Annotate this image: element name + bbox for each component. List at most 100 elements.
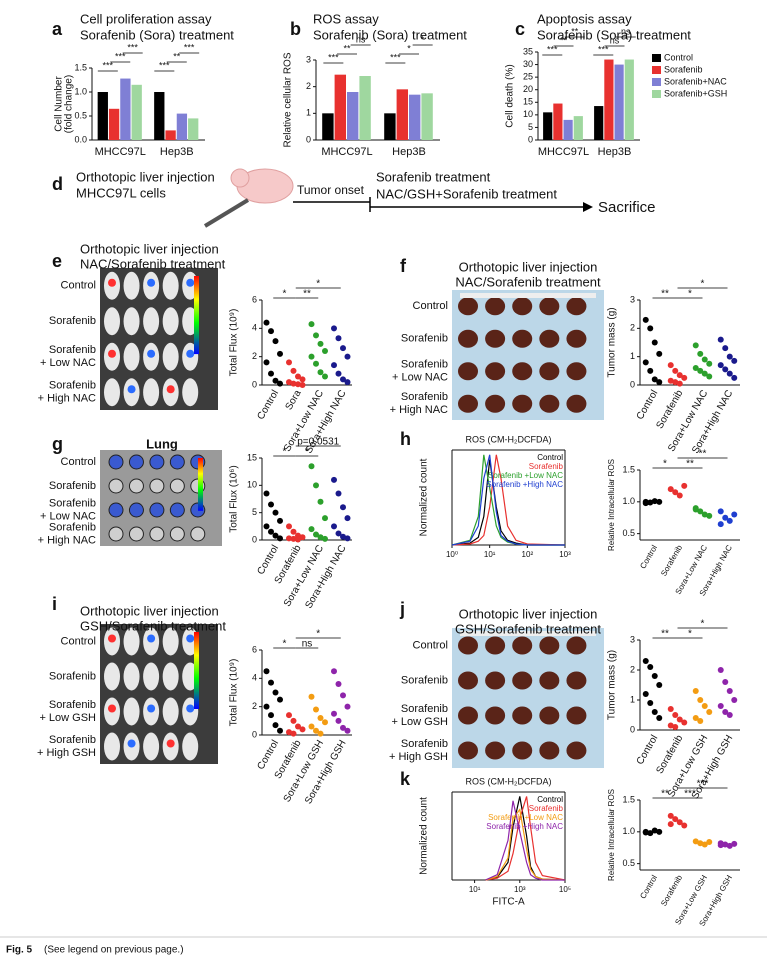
y-tick-label: 35 — [523, 46, 533, 56]
data-point — [272, 722, 279, 729]
y-axis-label: Cell Number — [54, 76, 65, 132]
panel-title: Lung — [146, 436, 178, 451]
signal — [147, 704, 156, 713]
data-point — [717, 521, 724, 528]
legend-label: Sorafenib +High NAC — [486, 822, 563, 831]
y-axis-label: Normalized count — [419, 797, 430, 875]
significance: ns — [621, 26, 631, 36]
data-point — [340, 504, 346, 511]
y-tick-label: 1.0 — [622, 496, 635, 506]
row-label: Sorafenib — [401, 703, 448, 715]
data-point — [290, 528, 297, 535]
panel-label: a — [52, 19, 63, 39]
data-point — [263, 359, 270, 366]
diagram-text: NAC/GSH+Sorafenib treatment — [376, 186, 557, 201]
data-point — [672, 816, 679, 823]
y-tick-label: 0.5 — [622, 528, 635, 538]
data-point — [692, 365, 699, 371]
data-point — [340, 533, 346, 540]
data-point — [277, 696, 283, 703]
y-axis-label: Normalized count — [419, 458, 430, 536]
data-point — [317, 730, 324, 737]
tumor — [458, 394, 478, 413]
bar — [97, 92, 108, 140]
mouse-image — [104, 662, 120, 691]
tumor — [539, 394, 560, 413]
data-point — [331, 362, 337, 369]
bar — [176, 113, 188, 140]
y-tick-label: 2 — [252, 351, 257, 361]
y-tick-label: 0.5 — [622, 858, 635, 868]
data-point — [295, 381, 301, 388]
data-point — [272, 338, 279, 345]
significance: * — [283, 639, 287, 650]
bar — [120, 78, 131, 140]
data-point — [656, 379, 663, 386]
row-label: Control — [413, 300, 448, 312]
data-point — [717, 667, 724, 673]
bar — [154, 92, 165, 140]
y-tick-label: 6 — [252, 294, 257, 304]
panel-label: g — [52, 434, 63, 454]
signal — [108, 704, 116, 713]
signal — [166, 385, 175, 394]
row-label: Sorafenib — [49, 380, 96, 392]
row-label: + Low NAC — [392, 372, 448, 384]
significance: *** — [159, 60, 170, 70]
data-point — [299, 534, 306, 541]
y-tick-label: 2 — [306, 81, 311, 91]
signal — [147, 349, 156, 358]
data-point — [722, 345, 729, 352]
panel-title: NAC/Sorafenib treatment — [80, 256, 226, 271]
y-tick-label: 0.5 — [74, 110, 87, 120]
y-tick-label: 0 — [252, 534, 257, 544]
ruler — [460, 293, 596, 298]
data-point — [272, 689, 279, 696]
data-point — [263, 523, 270, 530]
row-label: + High GSH — [37, 747, 96, 759]
tumor — [512, 741, 533, 760]
y-tick-label: 30 — [523, 59, 533, 69]
y-tick-label: 1.0 — [622, 826, 635, 836]
tumor — [512, 297, 533, 316]
legend-swatch — [652, 78, 661, 86]
data-point — [295, 723, 301, 730]
data-point — [268, 328, 274, 335]
y-axis-label: (fold change) — [64, 75, 75, 133]
diagram-text: MHCC97L cells — [76, 185, 166, 200]
mouse-image — [123, 271, 140, 300]
significance: * — [701, 619, 705, 630]
data-point — [717, 703, 724, 709]
significance: ns — [610, 35, 620, 45]
tumor — [458, 706, 478, 725]
tumor — [485, 297, 506, 316]
data-point — [697, 718, 704, 724]
bar — [553, 103, 563, 140]
chart-title: ROS assay — [313, 11, 379, 26]
row-label: + High NAC — [390, 404, 448, 416]
row-label: Sorafenib — [49, 734, 96, 746]
data-point — [268, 370, 274, 377]
data-point — [642, 829, 649, 836]
data-point — [277, 517, 283, 524]
data-point — [667, 812, 674, 819]
significance: * — [688, 629, 692, 640]
data-point — [731, 357, 738, 364]
mouse-image — [104, 307, 120, 336]
y-tick-label: 0 — [630, 379, 635, 389]
data-point — [263, 490, 270, 497]
data-point — [322, 515, 328, 522]
mouse-image — [123, 662, 140, 691]
data-point — [706, 839, 713, 845]
lung — [128, 526, 144, 542]
mouse-image — [123, 627, 140, 656]
data-point — [706, 360, 713, 367]
y-tick-label: 3 — [630, 634, 635, 644]
row-label: + Low NAC — [40, 510, 96, 522]
data-point — [642, 658, 649, 664]
data-point — [681, 482, 688, 489]
data-point — [313, 531, 319, 538]
signal — [186, 349, 195, 358]
mouse-image — [123, 342, 140, 371]
panel-title: GSH/Sorafenib treatment — [455, 621, 601, 636]
